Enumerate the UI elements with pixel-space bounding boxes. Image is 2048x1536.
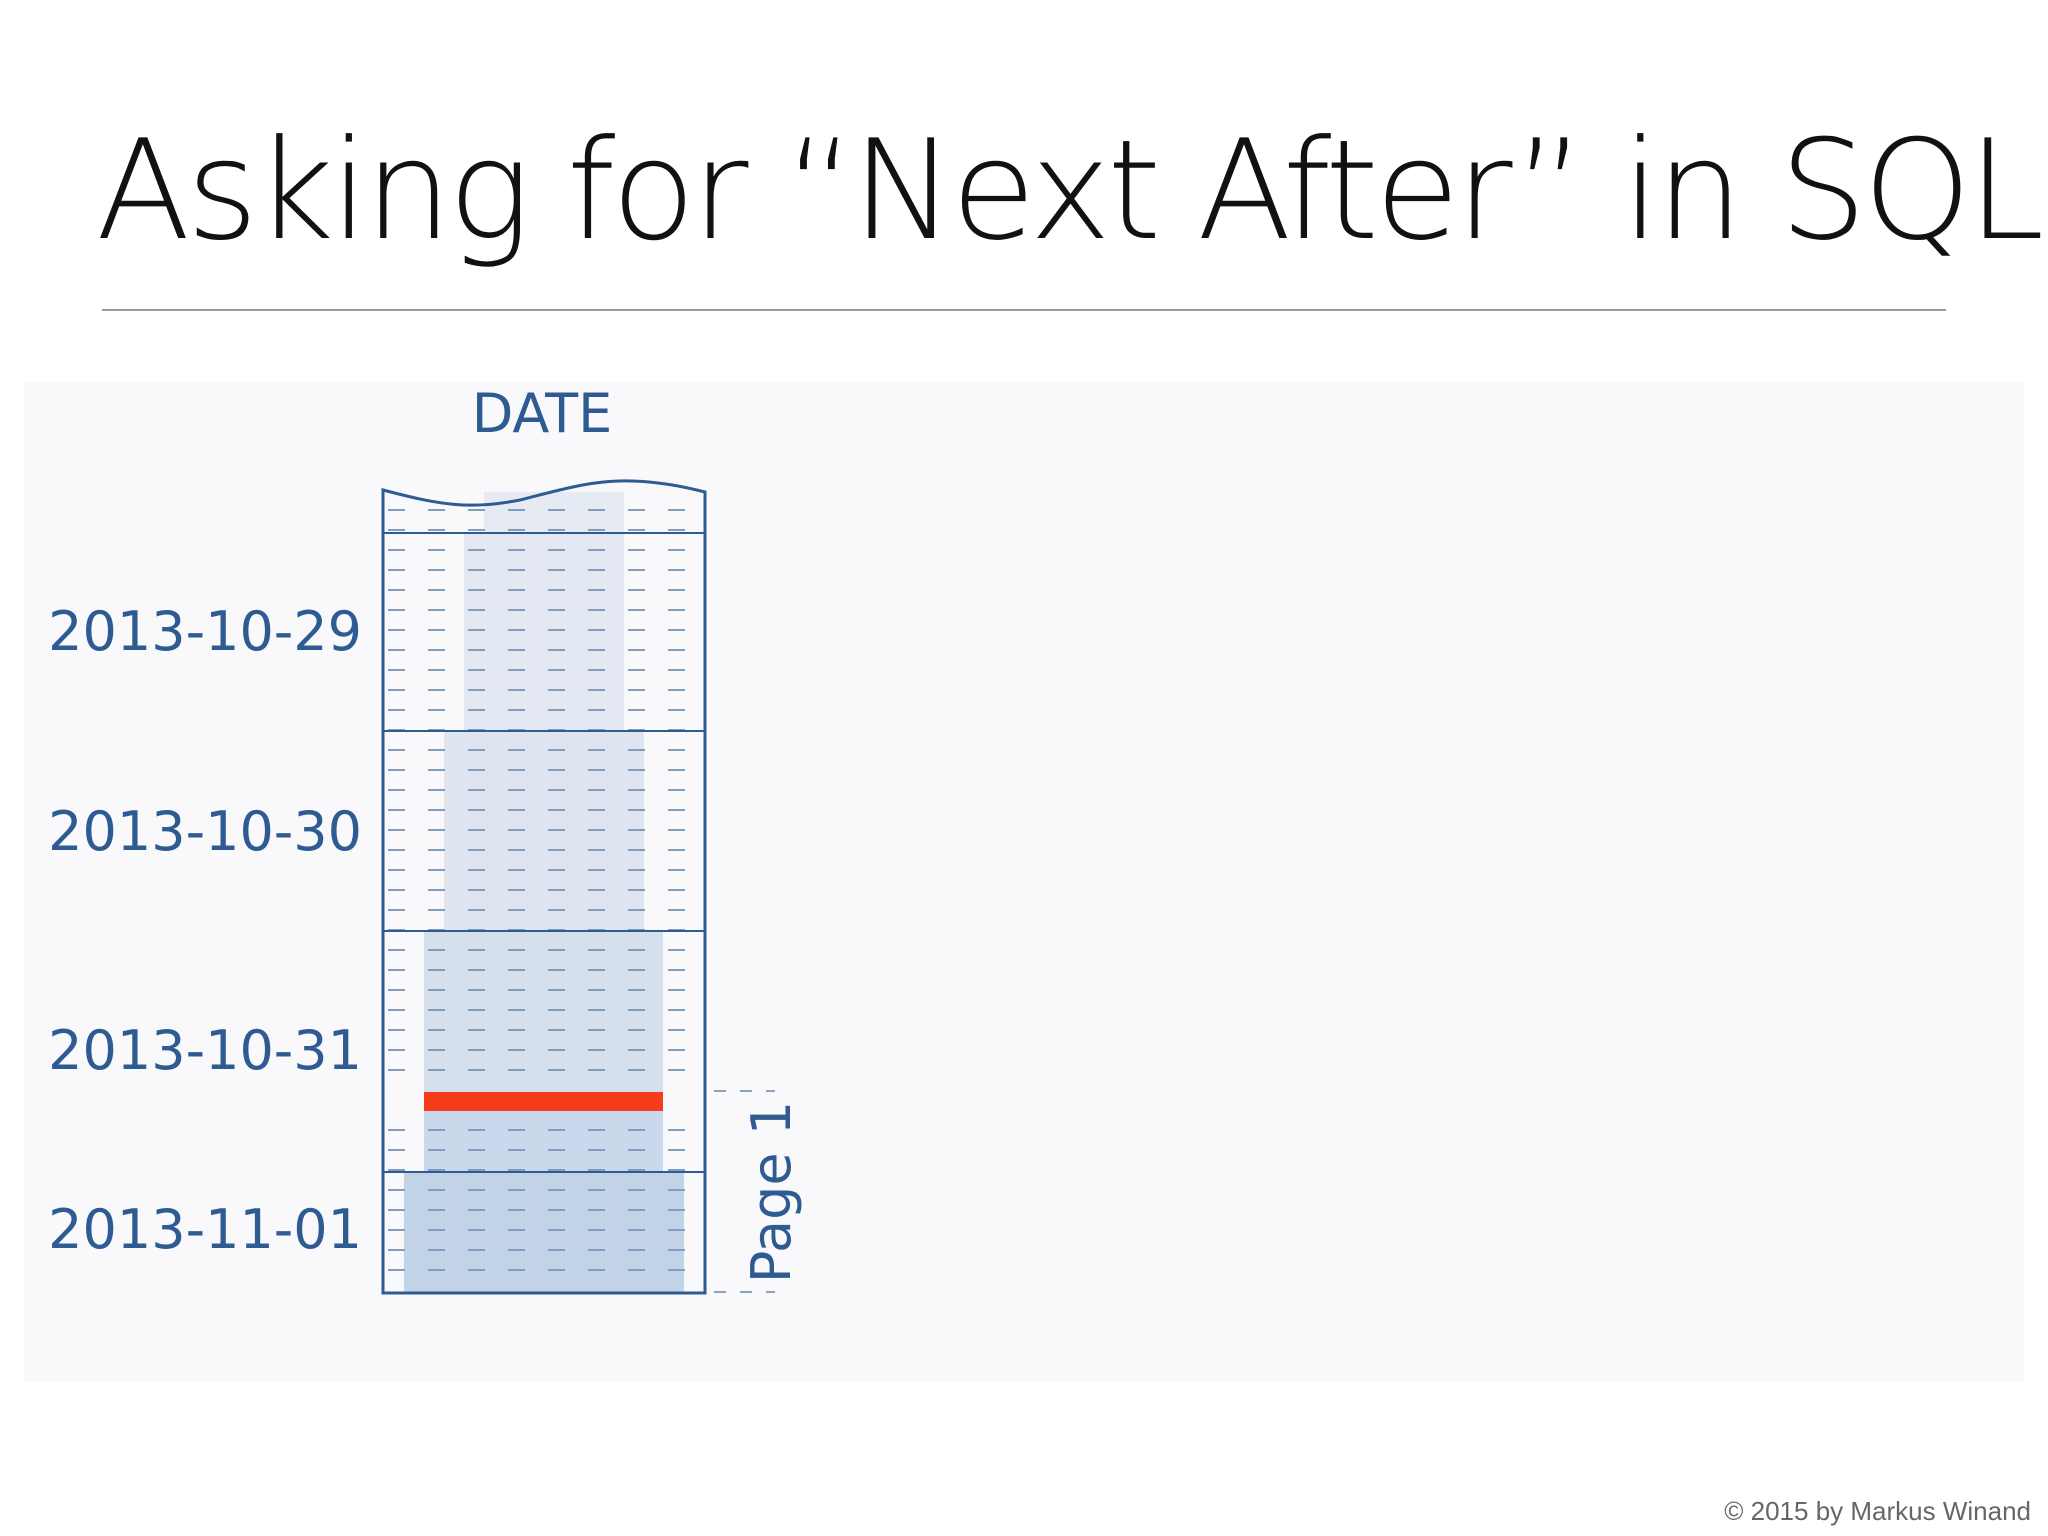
column-header: DATE [472,382,612,445]
copyright: © 2015 by Markus Winand [1724,1496,2031,1526]
shading [404,492,684,1293]
page-bracket [714,1090,775,1293]
row-label: 2013-10-30 [48,800,362,863]
index-column [381,479,707,1295]
diagram-panel [24,383,2024,1382]
position-marker [424,1092,663,1111]
entry-dashes [388,509,685,1271]
row-label: 2013-11-01 [48,1198,362,1261]
title: Asking for “Next After” in SQL [96,110,2041,271]
row-separators [383,532,705,1173]
row-label: 2013-10-29 [48,600,362,663]
page-label: Page 1 [740,1101,803,1283]
row-label: 2013-10-31 [48,1019,362,1082]
